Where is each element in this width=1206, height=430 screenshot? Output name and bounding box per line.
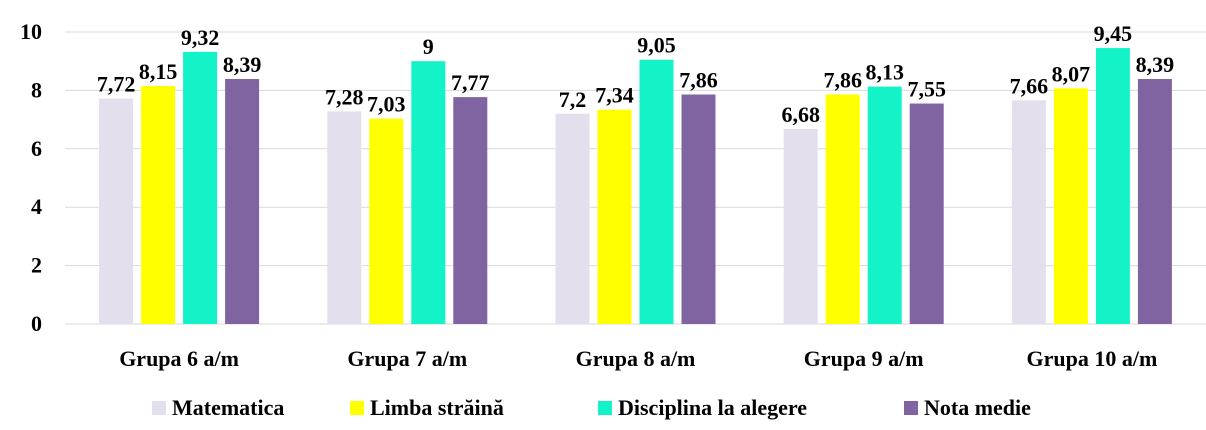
bar-3-3 [639, 59, 674, 325]
bar-1-5 [1011, 100, 1046, 324]
data-label: 7,66 [1010, 73, 1049, 98]
data-label: 8,07 [1052, 61, 1091, 86]
data-label: 8,13 [865, 60, 904, 85]
data-label: 9 [423, 34, 434, 59]
legend-item-label: Limba străină [370, 395, 504, 420]
bar-1-4 [783, 128, 818, 324]
legend-item-label: Disciplina la alegere [618, 395, 807, 420]
bar-4-2 [453, 97, 488, 324]
x-category-label: Grupa 7 a/m [347, 346, 467, 371]
bar-2-5 [1053, 88, 1088, 324]
data-label: 7,2 [559, 87, 587, 112]
legend-swatch-2 [350, 401, 364, 415]
bar-3-2 [411, 61, 446, 324]
y-tick-label: 8 [31, 77, 42, 102]
data-label: 7,72 [97, 72, 136, 97]
data-label: 8,39 [223, 52, 262, 77]
bar-2-2 [369, 118, 404, 324]
bar-2-1 [141, 86, 176, 325]
data-label: 8,39 [1136, 52, 1175, 77]
data-label: 6,68 [781, 102, 820, 127]
data-label: 7,28 [325, 84, 364, 109]
x-category-label: Grupa 6 a/m [119, 346, 239, 371]
legend-item-label: Matematica [172, 395, 284, 420]
bar-1-3 [555, 113, 590, 324]
bar-4-3 [681, 94, 716, 324]
data-label: 7,55 [907, 77, 946, 102]
data-label: 7,86 [679, 67, 718, 92]
data-label: 7,34 [595, 83, 634, 108]
y-tick-label: 0 [31, 311, 42, 336]
legend-item-label: Nota medie [924, 395, 1031, 420]
data-label: 9,05 [637, 33, 676, 58]
x-category-label: Grupa 9 a/m [804, 346, 924, 371]
y-tick-label: 6 [31, 136, 42, 161]
legend-swatch-1 [152, 401, 166, 415]
legend-swatch-4 [904, 401, 918, 415]
bar-3-5 [1095, 48, 1130, 325]
data-label: 8,15 [139, 59, 178, 84]
bar-2-4 [825, 94, 860, 324]
x-axis: Grupa 6 a/m Grupa 7 a/m Grupa 8 a/m Grupa 9… [119, 346, 1157, 371]
data-label: 9,32 [181, 25, 220, 50]
x-category-label: Grupa 8 a/m [576, 346, 696, 371]
data-label: 9,45 [1094, 21, 1133, 46]
x-category-label: Grupa 10 a/m [1027, 346, 1158, 371]
bars [99, 48, 1172, 325]
bar-3-1 [183, 51, 218, 325]
legend-swatch-3 [598, 401, 612, 415]
bar-4-5 [1137, 79, 1172, 325]
data-label: 7,03 [367, 92, 406, 117]
bar-1-1 [99, 98, 134, 325]
y-axis: 0 2 4 6 8 10 [20, 19, 42, 336]
y-tick-label: 2 [31, 253, 42, 278]
legend: Matematica Limba străină Disciplina la ale… [152, 395, 1031, 420]
bar-1-2 [327, 111, 362, 324]
bar-4-1 [225, 79, 260, 325]
bar-2-3 [597, 109, 632, 324]
y-tick-label: 4 [31, 194, 42, 219]
data-label: 7,77 [451, 70, 490, 95]
bar-3-4 [867, 86, 902, 324]
data-label: 7,86 [823, 67, 862, 92]
y-tick-label: 10 [20, 19, 42, 44]
bar-4-4 [909, 103, 944, 324]
